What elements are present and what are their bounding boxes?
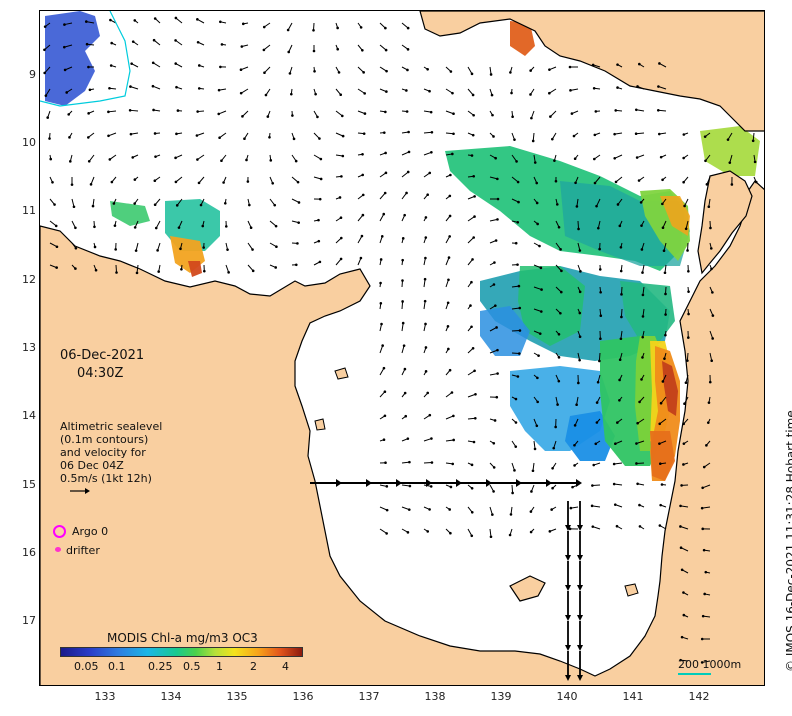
latitude-tick-label: 17 [22, 614, 36, 628]
latitude-tick-label: 10 [22, 136, 36, 150]
time-label: 04:30Z [77, 366, 124, 381]
colorbar-tick: 0.25 [148, 660, 173, 673]
colorbar [60, 647, 303, 657]
colorbar-tick: 0.1 [108, 660, 126, 673]
velocity-legend: Altimetric sealevel (0.1m contours) and … [60, 420, 162, 485]
colorbar-tick: 0.5 [183, 660, 201, 673]
latitude-tick-label: 16 [22, 545, 36, 559]
colorbar-tick: 4 [282, 660, 289, 673]
legend-line: 0.5m/s (1kt 12h) [60, 472, 152, 485]
chlorophyll-layer [45, 11, 760, 481]
longitude-tick-label: 133 [94, 690, 116, 703]
colorbar-tick: 2 [250, 660, 257, 673]
map-frame[interactable] [39, 10, 765, 686]
current-vectors [43, 16, 758, 681]
depth-scale-line [678, 673, 711, 675]
credit-text: © IMOS 16-Dec-2021 11:31:28 Hobart time [784, 410, 792, 672]
velocity-scale-arrow-icon [70, 488, 90, 494]
colorbar-tick: 0.05 [74, 660, 99, 673]
legend-line: (0.1m contours) [60, 433, 149, 446]
legend-line: and velocity for [60, 446, 146, 459]
latitude-tick-label: 11 [22, 204, 36, 218]
longitude-tick-label: 138 [424, 690, 446, 703]
argo-marker-icon [53, 525, 66, 538]
colorbar-title: MODIS Chl-a mg/m3 OC3 [107, 631, 258, 645]
latitude-tick-label: 12 [22, 272, 36, 286]
latitude-tick-label: 14 [22, 409, 36, 423]
longitude-tick-label: 140 [556, 690, 578, 703]
latitude-tick-label: 9 [29, 67, 36, 81]
colorbar-tick: 1 [216, 660, 223, 673]
longitude-tick-label: 141 [622, 690, 644, 703]
legend-line: Altimetric sealevel [60, 420, 163, 433]
longitude-tick-label: 134 [160, 690, 182, 703]
drifter-label: drifter [66, 544, 100, 557]
argo-label: Argo 0 [72, 525, 109, 538]
longitude-tick-label: 142 [688, 690, 710, 703]
legend-line: 06 Dec 04Z [60, 459, 124, 472]
date-label: 06-Dec-2021 [60, 348, 145, 363]
longitude-tick-label: 135 [226, 690, 248, 703]
drifter-marker-icon [55, 547, 61, 552]
depth-scale-label: 200 1000m [678, 658, 742, 671]
longitude-tick-label: 137 [358, 690, 380, 703]
latitude-tick-label: 13 [22, 341, 36, 354]
longitude-tick-label: 136 [292, 690, 314, 703]
longitude-tick-label: 139 [490, 690, 512, 703]
latitude-tick-label: 15 [22, 477, 36, 491]
sealevel-contour [40, 11, 131, 107]
map-canvas[interactable] [40, 11, 765, 686]
